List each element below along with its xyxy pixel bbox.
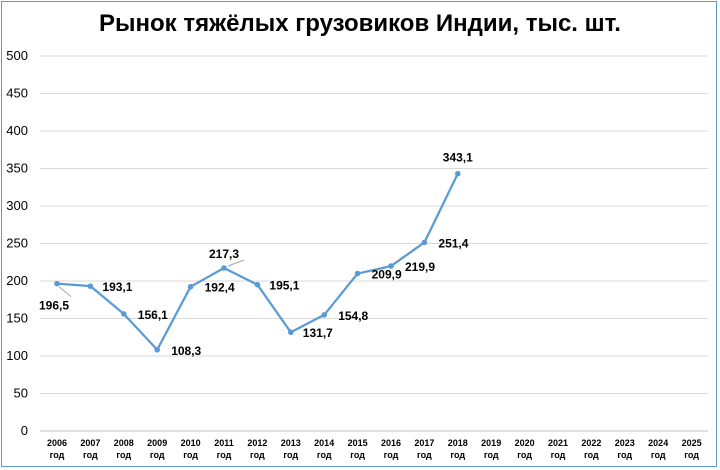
y-tick-label: 450	[6, 86, 28, 101]
x-tick-label: 2007 год	[80, 438, 100, 460]
data-label: 251,4	[438, 236, 468, 250]
y-tick-label: 250	[6, 236, 28, 251]
y-tick-label: 300	[6, 198, 28, 213]
data-point	[421, 239, 428, 246]
x-tick-label: 2025 год	[682, 438, 702, 460]
x-tick-label: 2006 год	[47, 438, 67, 460]
x-tick-label: 2024 год	[648, 438, 668, 460]
data-label: 219,9	[405, 260, 435, 274]
data-labels: 196,5 193,1 156,1 108,3 192,4 217,3 195,1 131,7…	[39, 151, 473, 358]
y-tick-label: 400	[6, 123, 28, 138]
x-tick-label: 2013 год	[281, 438, 301, 460]
data-point	[221, 265, 227, 271]
x-tick-label: 2010 год	[181, 438, 201, 460]
data-point	[455, 170, 461, 177]
data-label: 192,4	[205, 281, 235, 295]
y-tick-label: 0	[21, 423, 28, 438]
y-tick-label: 50	[14, 386, 28, 401]
data-label: 209,9	[372, 268, 402, 282]
x-tick-label: 2008 год	[114, 438, 134, 460]
data-point	[121, 311, 127, 317]
x-tick-label: 2016 год	[381, 438, 401, 460]
data-point	[254, 281, 261, 288]
y-axis-ticks: 0 50 100 150 200 250 300 350 400 450 500	[6, 48, 28, 438]
data-point	[354, 270, 361, 277]
data-label: 217,3	[209, 247, 239, 261]
data-label: 156,1	[138, 308, 168, 322]
x-tick-label: 2009 год	[147, 438, 167, 460]
series-points	[54, 170, 461, 353]
data-label: 131,7	[303, 326, 333, 340]
series-line-path	[56, 173, 459, 351]
leader-line	[227, 259, 245, 267]
y-tick-label: 200	[6, 273, 28, 288]
leader-line	[58, 286, 72, 298]
data-label: 154,8	[338, 309, 368, 323]
x-tick-label: 2012 год	[247, 438, 267, 460]
x-tick-label: 2018 год	[448, 438, 468, 460]
gridlines	[40, 55, 708, 432]
x-tick-label: 2022 год	[581, 438, 601, 460]
series-line	[56, 173, 459, 351]
x-tick-label: 2019 год	[481, 438, 501, 460]
data-point	[187, 283, 194, 290]
x-tick-label: 2023 год	[615, 438, 635, 460]
data-point	[54, 280, 60, 287]
data-point	[288, 329, 294, 336]
x-tick-label: 2020 год	[515, 438, 535, 460]
x-tick-label: 2017 год	[414, 438, 434, 460]
data-point	[321, 312, 328, 318]
y-tick-label: 500	[6, 48, 28, 63]
data-point	[388, 263, 394, 269]
x-tick-label: 2014 год	[314, 438, 334, 460]
data-label: 195,1	[269, 279, 299, 293]
data-label: 193,1	[102, 280, 132, 294]
data-point	[87, 283, 94, 289]
y-tick-label: 100	[6, 348, 28, 363]
x-tick-label: 2011 год	[214, 438, 234, 460]
y-tick-label: 350	[6, 161, 28, 176]
data-label: 196,5	[39, 299, 69, 313]
data-label: 343,1	[443, 151, 473, 165]
x-tick-label: 2015 год	[348, 438, 368, 460]
x-tick-label: 2021 год	[548, 438, 568, 460]
data-point	[154, 346, 160, 353]
y-tick-label: 150	[6, 311, 28, 326]
x-axis-ticks: 2006 год 2007 год 2008 год 2009 год 2010 год 2011 г…	[47, 438, 702, 460]
data-label: 108,3	[171, 344, 201, 358]
chart-title: Рынок тяжёлых грузовиков Индии, тыс. шт.	[99, 10, 621, 37]
